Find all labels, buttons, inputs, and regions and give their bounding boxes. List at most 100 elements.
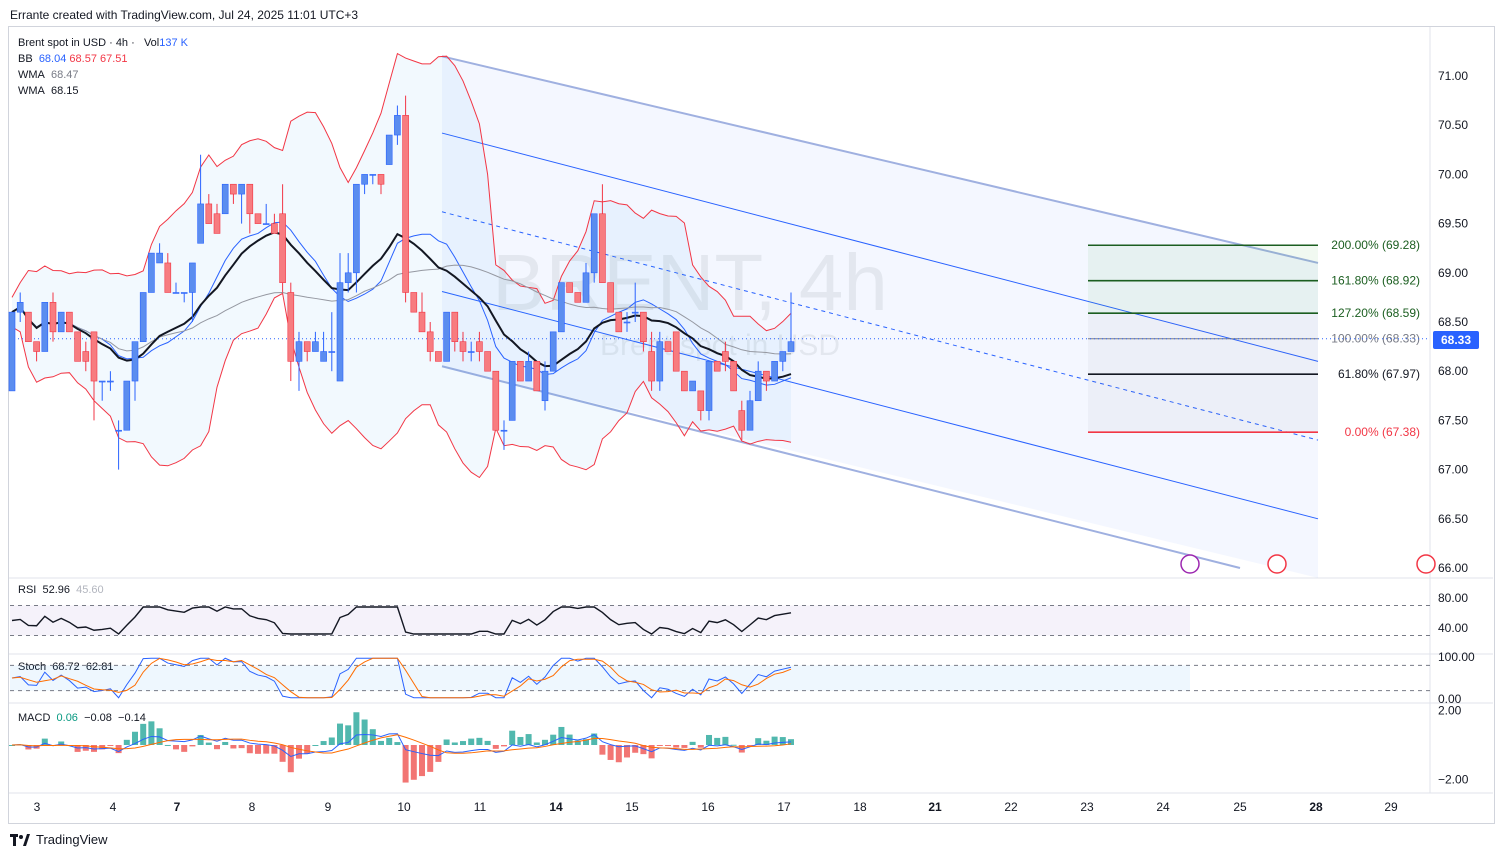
legend-bb-row[interactable]: BB 68.04 68.57 67.51 bbox=[18, 53, 128, 65]
macd-hist-bar bbox=[451, 742, 458, 745]
candle-body bbox=[467, 351, 475, 353]
candle-body bbox=[410, 292, 418, 313]
candle-body bbox=[426, 331, 434, 352]
macd-hist-bar bbox=[779, 737, 786, 745]
legend-bb-lower: 67.51 bbox=[100, 53, 128, 65]
legend-wma2-value: 68.15 bbox=[51, 85, 79, 97]
rsi-legend[interactable]: RSI 52.96 45.60 bbox=[18, 584, 104, 596]
macd-hist-bar bbox=[574, 740, 581, 745]
macd-hist-bar bbox=[304, 745, 311, 754]
candle-body bbox=[549, 331, 557, 372]
time-tick-label: 21 bbox=[928, 800, 942, 814]
macd-hist-bar bbox=[296, 745, 302, 759]
macd-hist-bar bbox=[566, 734, 573, 745]
rsi-label: RSI bbox=[18, 584, 37, 596]
candle-body bbox=[508, 361, 516, 421]
macd-hist-bar bbox=[722, 736, 729, 745]
time-tick-label: 14 bbox=[549, 800, 563, 814]
macd-hist-bar bbox=[607, 745, 614, 760]
candle-body bbox=[722, 351, 729, 362]
event-icon-2 bbox=[1416, 554, 1436, 574]
stoch-legend[interactable]: Stoch 68.72 62.81 bbox=[18, 661, 113, 673]
bb-basis-line bbox=[11, 221, 792, 386]
fib-label-5: 0.00% (67.38) bbox=[1345, 425, 1420, 439]
macd-hist-bar bbox=[361, 719, 368, 745]
macd-hist-bar bbox=[501, 745, 507, 747]
price-tick-label: 71.00 bbox=[1438, 69, 1468, 83]
legend-volume-value: 137 K bbox=[159, 37, 188, 49]
macd-hist-bar bbox=[681, 745, 688, 748]
candle-body bbox=[590, 213, 598, 274]
candle-body bbox=[328, 351, 336, 353]
macd-hist-bar bbox=[345, 725, 352, 745]
channel-inner-lower bbox=[441, 291, 1319, 520]
macd-hist-bar bbox=[386, 737, 393, 745]
macd-hist-bar bbox=[771, 736, 778, 745]
candle-body bbox=[361, 174, 368, 185]
candle-body bbox=[533, 361, 541, 392]
candle-body bbox=[607, 282, 614, 313]
candle-body bbox=[238, 183, 245, 195]
macd-legend[interactable]: MACD 0.06 −0.08 −0.14 bbox=[18, 712, 146, 724]
time-tick-label: 4 bbox=[110, 800, 117, 814]
candle-body bbox=[517, 361, 524, 382]
macd-hist-bar bbox=[615, 745, 622, 763]
candle-body bbox=[730, 361, 737, 392]
candle-body bbox=[394, 115, 401, 136]
stoch-d-line bbox=[11, 657, 792, 699]
legend-wma1-row[interactable]: WMA 68.47 bbox=[18, 69, 79, 81]
fib-zone-lower bbox=[1088, 313, 1318, 433]
candle-body bbox=[648, 351, 655, 382]
candle-body bbox=[713, 361, 721, 372]
candle-body bbox=[74, 331, 81, 362]
macd-hist-bar bbox=[410, 745, 417, 780]
legend-wma2-row[interactable]: WMA 68.15 bbox=[18, 85, 79, 97]
stoch-d-value: 62.81 bbox=[85, 661, 114, 673]
candle-body bbox=[295, 341, 303, 362]
candle-body bbox=[164, 262, 172, 293]
candle-body bbox=[771, 361, 778, 382]
candle-body bbox=[697, 390, 705, 411]
candle-body bbox=[353, 183, 360, 274]
time-tick-label: 8 bbox=[249, 800, 256, 814]
macd-hist-bar bbox=[328, 737, 335, 745]
macd-hist-bar bbox=[624, 745, 630, 758]
macd-hist-bar bbox=[763, 740, 770, 745]
tradingview-logo[interactable]: TradingView bbox=[10, 832, 108, 847]
macd-hist-bar bbox=[173, 745, 179, 750]
bb-fill bbox=[12, 53, 791, 478]
candle-body bbox=[287, 292, 295, 362]
candle-body bbox=[197, 203, 204, 244]
candle-body bbox=[213, 213, 221, 234]
candle-body bbox=[303, 341, 311, 352]
price-tick-label: 70.50 bbox=[1438, 118, 1468, 132]
macd-hist-bar bbox=[320, 741, 327, 745]
candle-body bbox=[787, 341, 795, 352]
price-tick-label: 69.00 bbox=[1438, 266, 1468, 280]
candle-body bbox=[33, 341, 40, 352]
time-tick-label: 3 bbox=[34, 800, 41, 814]
macd-hist-bar bbox=[484, 740, 491, 745]
rsi-line bbox=[11, 606, 792, 635]
event-icon-0 bbox=[1180, 554, 1200, 574]
candle-body bbox=[262, 223, 270, 225]
tradingview-mark-icon bbox=[10, 833, 30, 846]
candle-body bbox=[107, 380, 114, 383]
stoch-tick-label: 0.00 bbox=[1438, 692, 1462, 706]
candle-body bbox=[230, 183, 237, 195]
candle-body bbox=[615, 311, 623, 333]
fib-label-0: 200.00% (69.28) bbox=[1331, 238, 1420, 252]
candle-body bbox=[681, 370, 688, 392]
candle-body bbox=[205, 203, 213, 224]
candle-body bbox=[640, 311, 647, 342]
macd-hist-bar bbox=[443, 739, 450, 745]
macd-hist-bar bbox=[517, 736, 524, 745]
candle-body bbox=[459, 341, 467, 352]
macd-hist-bar bbox=[164, 744, 171, 746]
rsi-ma-value: 45.60 bbox=[76, 584, 104, 596]
macd-hist-bar bbox=[378, 740, 384, 745]
macd-label: MACD bbox=[18, 712, 51, 724]
macd-hist-bar bbox=[492, 745, 499, 749]
price-tick-label: 69.50 bbox=[1438, 217, 1468, 231]
